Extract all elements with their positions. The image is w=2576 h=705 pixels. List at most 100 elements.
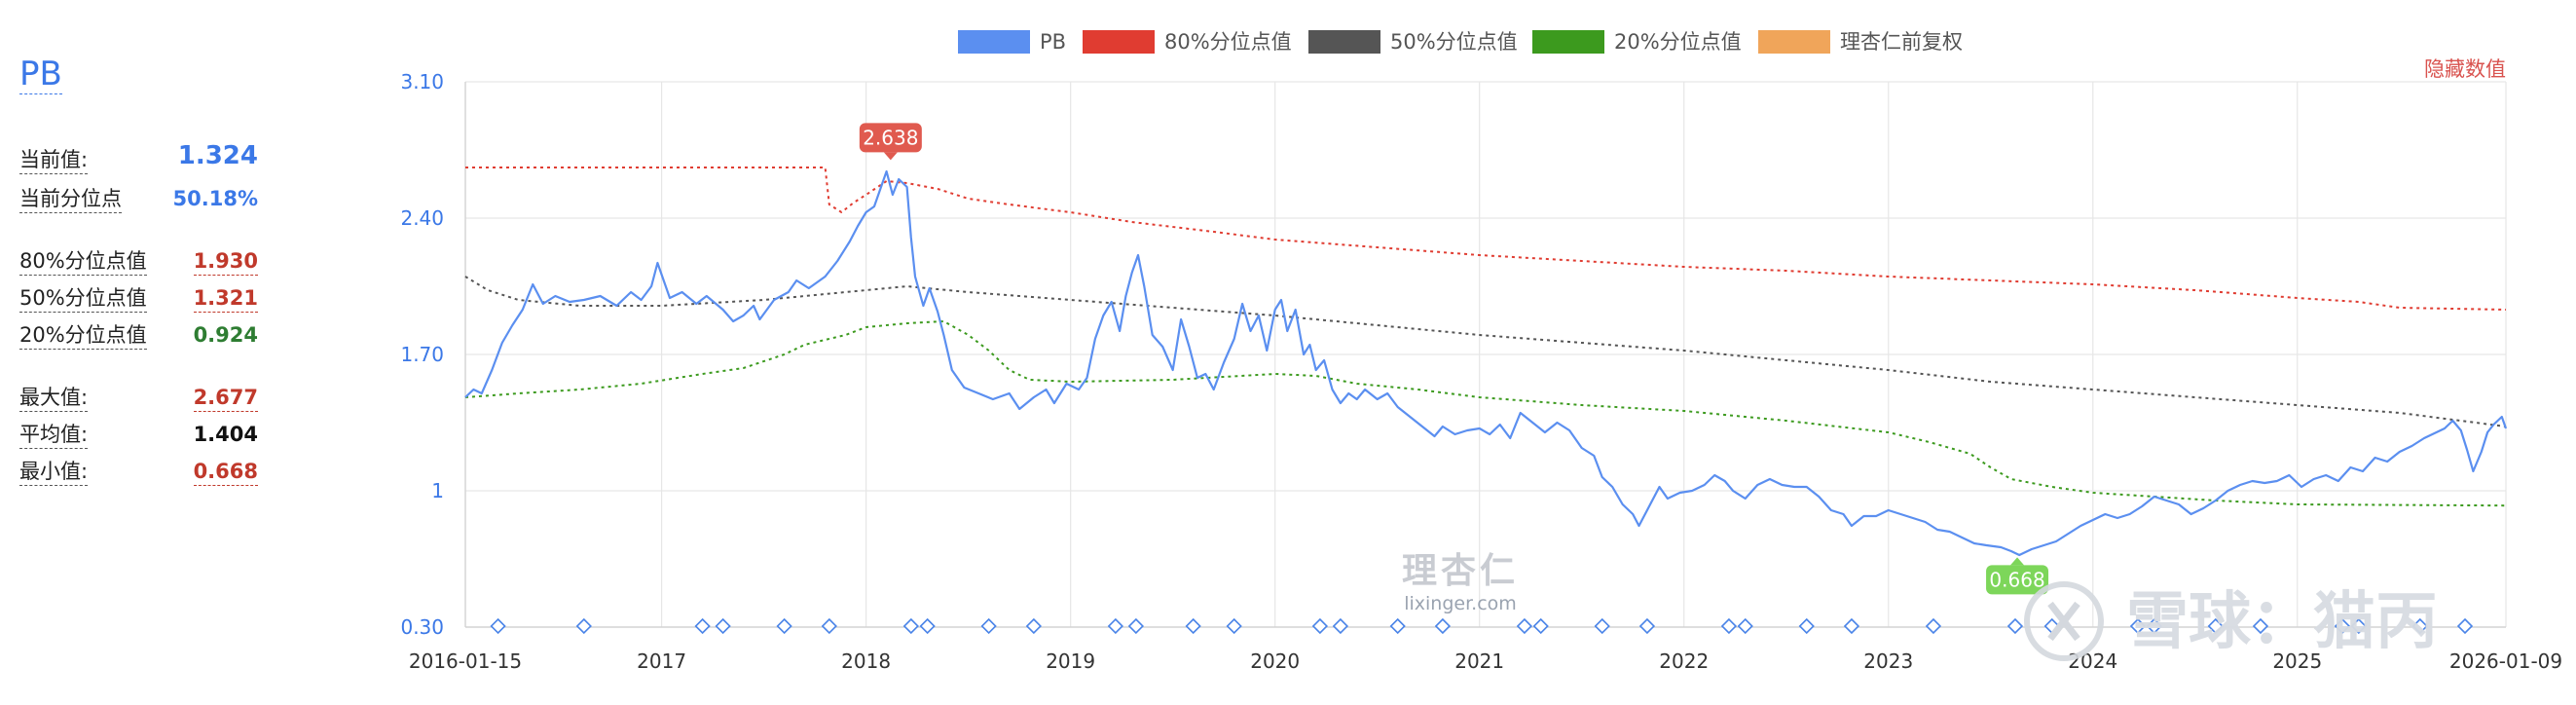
- xueqiu-logo-icon: [2024, 581, 2104, 661]
- event-marker[interactable]: [1025, 617, 1042, 635]
- stat-row: 平均值: 1.404: [19, 419, 258, 454]
- stat-row: 当前分位点 50.18%: [19, 183, 258, 218]
- metric-title[interactable]: PB: [19, 55, 62, 94]
- event-marker[interactable]: [1720, 617, 1738, 635]
- stat-row: 20%分位点值 0.924: [19, 319, 258, 354]
- legend-item[interactable]: 理杏仁前复权: [1758, 30, 1963, 54]
- stats-sidebar: PB 当前值: 1.324 当前分位点 50.18% 80%分位点值 1.930 50%分位…: [0, 0, 292, 705]
- event-marker[interactable]: [1332, 617, 1349, 635]
- event-marker[interactable]: [919, 617, 936, 635]
- stat-label[interactable]: 20%分位点值: [19, 321, 147, 350]
- legend-label: PB: [1040, 30, 1066, 54]
- callout-pointer: [883, 152, 898, 161]
- legend-item[interactable]: 80%分位点值: [1083, 30, 1292, 54]
- event-marker[interactable]: [1311, 617, 1329, 635]
- lixinger-watermark: 理杏仁: [1402, 551, 1519, 591]
- event-marker[interactable]: [2350, 617, 2367, 635]
- x-tick-label: 2017: [637, 649, 686, 673]
- event-marker[interactable]: [1389, 617, 1406, 635]
- stat-label[interactable]: 最大值:: [19, 384, 89, 412]
- stat-label[interactable]: 80%分位点值: [19, 247, 147, 276]
- value-callout[interactable]: [1986, 565, 2049, 595]
- lixinger-url-watermark: lixinger.com: [1404, 593, 1517, 614]
- series-line-3: [464, 320, 2507, 507]
- event-marker[interactable]: [1434, 617, 1452, 635]
- event-marker[interactable]: [2146, 617, 2162, 635]
- event-marker[interactable]: [1594, 617, 1610, 635]
- xueqiu-watermark: 雪球：猫丙: [2126, 586, 2438, 658]
- event-marker[interactable]: [821, 617, 837, 635]
- stat-value: 1.404: [193, 423, 258, 446]
- event-marker[interactable]: [1516, 617, 1533, 635]
- stat-label[interactable]: 当前值:: [19, 146, 89, 174]
- event-marker[interactable]: [1925, 617, 1942, 635]
- event-marker[interactable]: [1798, 617, 1815, 635]
- x-tick-label: 2022: [1659, 649, 1709, 673]
- event-marker[interactable]: [2129, 617, 2147, 635]
- event-marker[interactable]: [2006, 617, 2024, 635]
- xueqiu-logo-mark: [2047, 601, 2080, 642]
- legend-swatch: [1083, 30, 1155, 54]
- value-callout[interactable]: [859, 123, 922, 153]
- y-tick-label: 1.70: [400, 343, 444, 366]
- x-tick-label: 2026-01-09: [2449, 649, 2562, 673]
- event-marker[interactable]: [1737, 617, 1753, 635]
- series-line-1: [465, 167, 2507, 311]
- event-marker[interactable]: [1185, 617, 1201, 635]
- event-marker[interactable]: [2411, 617, 2428, 635]
- x-tick-label: 2025: [2272, 649, 2322, 673]
- event-marker[interactable]: [1226, 617, 1242, 635]
- event-marker[interactable]: [2334, 617, 2351, 635]
- stat-row: 当前值: 1.324: [19, 141, 258, 179]
- legend-label: 80%分位点值: [1164, 30, 1292, 54]
- x-tick-label: 2016-01-15: [409, 649, 522, 673]
- event-marker[interactable]: [1638, 617, 1656, 635]
- x-tick-label: 2018: [841, 649, 891, 673]
- stat-value: 2.677: [193, 384, 258, 412]
- stat-value: 1.930: [193, 247, 258, 276]
- y-tick-label: 1: [431, 479, 444, 502]
- event-marker[interactable]: [2252, 617, 2269, 635]
- stat-row: 最小值: 0.668: [19, 456, 258, 491]
- event-marker[interactable]: [980, 617, 997, 635]
- legend-swatch: [1308, 30, 1380, 54]
- callout-label: 2.638: [863, 126, 918, 149]
- legend-item[interactable]: PB: [958, 30, 1066, 54]
- stat-row: 80%分位点值 1.930: [19, 245, 258, 280]
- event-marker[interactable]: [1532, 617, 1549, 635]
- y-tick-label: 3.10: [400, 70, 444, 93]
- stat-label[interactable]: 平均值:: [19, 421, 89, 449]
- event-marker[interactable]: [694, 617, 711, 635]
- x-tick-label: 2024: [2068, 649, 2117, 673]
- legend-label: 20%分位点值: [1614, 30, 1742, 54]
- stat-row: 50%分位点值 1.321: [19, 282, 258, 317]
- x-tick-label: 2023: [1863, 649, 1913, 673]
- stat-value: 1.324: [177, 141, 258, 170]
- event-marker[interactable]: [1107, 617, 1123, 635]
- legend-swatch: [1532, 30, 1604, 54]
- stat-label[interactable]: 50%分位点值: [19, 284, 147, 313]
- hide-values-button[interactable]: 隐藏数值: [2424, 57, 2506, 81]
- event-marker[interactable]: [1127, 617, 1145, 635]
- y-tick-label: 0.30: [400, 615, 444, 639]
- series-line-0: [464, 169, 2508, 557]
- stat-label[interactable]: 当前分位点: [19, 185, 122, 213]
- callout-pointer: [2010, 557, 2025, 566]
- legend-swatch: [958, 30, 1030, 54]
- legend-item[interactable]: 50%分位点值: [1308, 30, 1518, 54]
- stat-label[interactable]: 最小值:: [19, 458, 89, 486]
- event-marker[interactable]: [490, 617, 506, 635]
- stat-value: 1.321: [193, 284, 258, 313]
- event-marker[interactable]: [902, 617, 919, 635]
- event-marker[interactable]: [1843, 617, 1860, 635]
- y-tick-label: 2.40: [400, 206, 444, 230]
- stat-value: 0.924: [193, 323, 258, 347]
- x-tick-label: 2019: [1046, 649, 1095, 673]
- event-marker[interactable]: [2207, 617, 2224, 635]
- legend-item[interactable]: 20%分位点值: [1532, 30, 1742, 54]
- event-marker[interactable]: [575, 617, 592, 635]
- event-marker[interactable]: [2456, 617, 2474, 635]
- event-marker[interactable]: [776, 617, 792, 635]
- event-marker[interactable]: [715, 617, 731, 635]
